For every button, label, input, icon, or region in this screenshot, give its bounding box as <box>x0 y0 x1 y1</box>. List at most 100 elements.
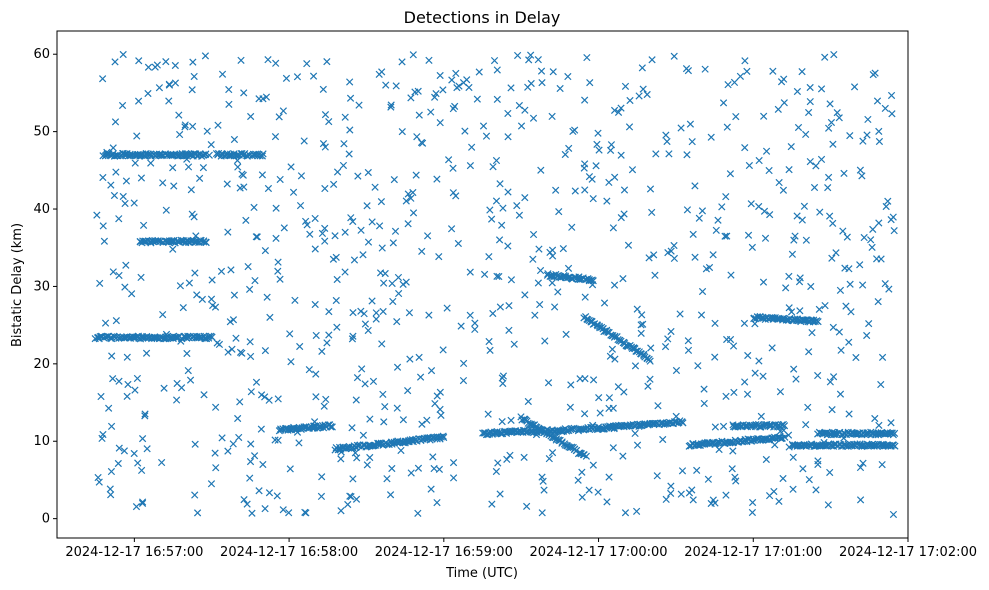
detection-point <box>805 348 813 356</box>
detection-point <box>282 74 291 83</box>
detection-point <box>826 212 834 220</box>
detection-point <box>495 272 503 281</box>
detection-point <box>479 122 488 130</box>
detection-point <box>740 319 749 328</box>
detection-point <box>684 346 693 354</box>
detection-point <box>444 156 453 164</box>
detection-point <box>796 307 804 315</box>
detection-point <box>337 507 345 515</box>
detection-point <box>650 251 658 259</box>
detection-point <box>279 506 287 514</box>
detection-point <box>598 425 606 433</box>
detection-point <box>312 331 320 340</box>
detection-point <box>881 280 889 288</box>
detection-point <box>887 91 896 100</box>
detection-point <box>506 451 514 459</box>
detection-point <box>330 180 338 188</box>
data-points <box>91 50 899 519</box>
detection-point <box>272 59 280 67</box>
detection-point <box>568 425 577 433</box>
detection-point <box>361 380 369 388</box>
detection-point <box>354 172 362 180</box>
detection-point <box>454 239 462 248</box>
detection-point <box>349 475 357 483</box>
detection-point <box>357 307 365 315</box>
detection-point <box>806 83 814 92</box>
detection-point <box>748 508 757 517</box>
detection-point <box>257 391 266 399</box>
y-axis: 0 10 20 30 40 50 60 <box>33 47 57 527</box>
detection-point <box>393 404 401 412</box>
detection-point <box>554 288 562 296</box>
detection-point <box>443 304 451 312</box>
detection-point <box>535 245 543 253</box>
detection-point <box>614 383 622 391</box>
detection-point <box>209 301 217 310</box>
detection-point <box>380 279 388 287</box>
detection-point <box>670 254 679 263</box>
detection-point <box>195 174 204 182</box>
detection-point <box>793 87 802 96</box>
detection-point <box>719 99 728 107</box>
detection-point <box>559 245 567 253</box>
detection-point <box>94 473 102 482</box>
detection-point <box>279 107 287 115</box>
detection-point <box>193 238 201 246</box>
detection-point <box>504 188 512 196</box>
detection-point <box>289 188 298 196</box>
detection-point <box>697 311 706 319</box>
detection-point <box>610 106 619 114</box>
detection-point <box>247 388 255 396</box>
detection-point <box>814 371 822 380</box>
detection-point <box>891 442 899 450</box>
detection-point <box>721 232 729 240</box>
detection-point <box>141 412 149 420</box>
detection-point <box>165 81 174 89</box>
detection-point <box>688 138 696 146</box>
detection-point <box>433 175 441 183</box>
detection-point <box>863 331 871 340</box>
detection-point <box>524 397 532 406</box>
detection-point <box>199 163 208 172</box>
detection-point <box>829 140 837 148</box>
detection-point <box>190 72 198 81</box>
detection-point <box>499 204 507 212</box>
detection-point <box>323 339 331 347</box>
detection-point <box>833 108 841 117</box>
detection-point <box>409 188 417 197</box>
detection-point <box>782 284 790 292</box>
detection-point <box>529 255 537 263</box>
detection-point <box>558 439 566 447</box>
detection-point <box>212 464 220 472</box>
detection-point <box>781 433 789 441</box>
detection-point <box>691 253 699 261</box>
detection-point <box>224 447 232 455</box>
detection-point <box>538 79 546 87</box>
detection-point <box>127 290 136 298</box>
detection-point <box>499 372 508 380</box>
detection-point <box>496 180 504 188</box>
detection-point <box>729 342 738 350</box>
detection-point <box>200 238 208 246</box>
detection-point <box>405 309 414 317</box>
detection-point <box>571 126 579 134</box>
detection-point <box>621 82 630 90</box>
detection-point <box>662 495 670 504</box>
detection-point <box>358 365 366 373</box>
detection-point <box>181 123 189 131</box>
detection-point <box>449 105 457 113</box>
detection-point <box>341 228 349 236</box>
detection-point <box>375 222 384 230</box>
detection-point <box>646 375 654 383</box>
detection-point <box>856 166 865 174</box>
detection-point <box>319 85 327 93</box>
detection-point <box>346 78 354 86</box>
detection-point <box>828 405 836 414</box>
detection-point <box>755 156 763 165</box>
detection-point <box>449 459 458 467</box>
detection-point <box>679 419 687 427</box>
detection-point <box>867 236 875 244</box>
detection-point <box>626 96 634 105</box>
detection-point <box>806 97 814 106</box>
detection-point <box>693 466 701 474</box>
